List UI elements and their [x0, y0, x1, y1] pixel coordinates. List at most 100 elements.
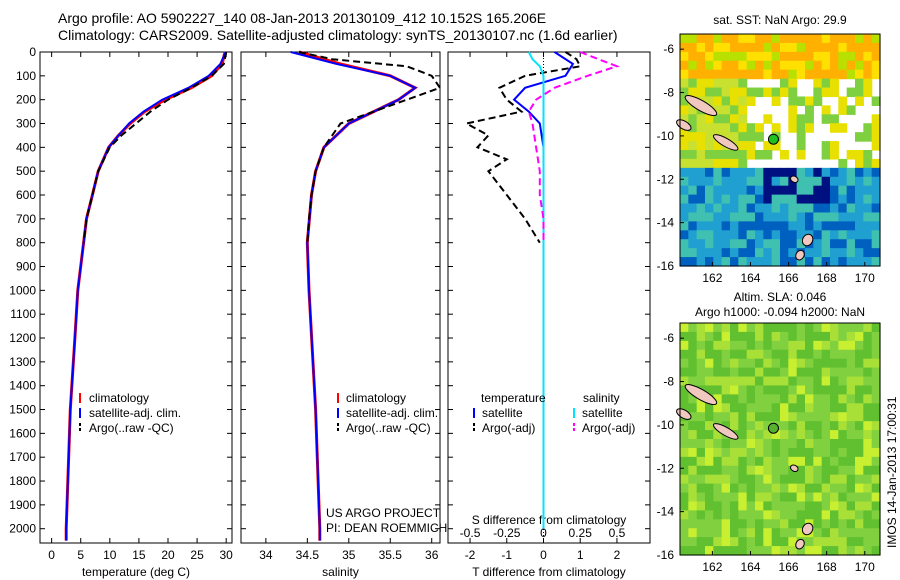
sla-map-cell: [830, 519, 839, 529]
sla-map-cell: [788, 439, 798, 449]
sla-map-cell: [730, 403, 739, 413]
sst-map-cell: [771, 123, 781, 133]
sst-map-cell: [763, 60, 773, 71]
sla-map-cell: [846, 403, 856, 413]
sla-map-cell: [846, 331, 856, 342]
sst-map-cell: [730, 42, 739, 53]
sst-map-cell: [755, 132, 764, 142]
sst-map-cell: [746, 123, 756, 133]
sla-map-cell: [805, 456, 814, 467]
sst-map-cell: [871, 123, 881, 133]
sla-map-cell: [696, 421, 706, 431]
sla-map-cell: [863, 323, 873, 333]
sla-map-cell: [680, 376, 689, 387]
sla-map-cell: [705, 465, 714, 476]
sst-map-cell: [830, 212, 839, 222]
sla-map-cell: [871, 349, 881, 360]
sst-map-cell: [738, 185, 748, 196]
sst-map-cell: [821, 167, 831, 178]
sla-map-cell: [688, 376, 698, 387]
tdiff-xlabel: T difference from climatology: [472, 565, 626, 579]
tdiff-x-tick-label: -2: [465, 548, 476, 562]
sst-map-cell: [863, 60, 873, 71]
sst-map-cell: [788, 51, 798, 62]
sla-map-cell: [838, 510, 848, 520]
sla-map-cell: [763, 349, 773, 360]
sla-map-cell: [830, 528, 839, 538]
sla-map-cell: [863, 519, 873, 529]
sla-map-cell: [738, 546, 748, 556]
sla-map-cell: [763, 340, 773, 351]
sla-map-cell: [713, 528, 723, 538]
sla-map-cell: [871, 358, 881, 369]
sla-map-cells: [680, 323, 881, 556]
sla-map-cell: [680, 385, 689, 395]
sst-map-cell: [813, 248, 823, 258]
sst-map-ytick-label: -6: [663, 42, 674, 56]
temperature-argo-line: [82, 51, 228, 243]
sst-map-cell: [871, 42, 881, 53]
sla-map-cell: [763, 456, 773, 467]
sst-map-cell: [680, 60, 689, 71]
sla-map-cell: [721, 492, 731, 503]
sla-map-cell: [838, 501, 848, 511]
salinity-legend-label: Argo(..raw -QC): [346, 421, 431, 435]
sst-map-cell: [871, 212, 881, 222]
sla-map-cell: [805, 358, 814, 369]
sst-map-cell: [780, 221, 789, 231]
sla-map-cell: [721, 349, 731, 360]
sst-map-cell: [738, 150, 748, 160]
sla-map-cell: [721, 367, 731, 378]
sst-map-cell: [705, 257, 714, 267]
sst-map-cell: [855, 221, 864, 231]
sst-map-cell: [696, 230, 706, 240]
sst-map-cell: [705, 78, 714, 89]
sla-map-cell: [680, 323, 689, 333]
sst-map-cell: [730, 212, 739, 222]
sst-map-cell: [855, 230, 864, 240]
sst-map-cell: [805, 69, 814, 80]
sst-map-cell: [813, 167, 823, 178]
sst-map-cell: [721, 105, 731, 115]
sst-map-cell: [780, 230, 789, 240]
sla-map-cell: [696, 546, 706, 556]
sla-map-cell: [813, 483, 823, 494]
sla-map-cell: [813, 349, 823, 360]
temperature-legend-label: climatology: [89, 391, 149, 405]
sla-map-cell: [755, 349, 764, 360]
sla-map-cell: [730, 510, 739, 520]
sst-map-cell: [746, 230, 756, 240]
sst-map-cell: [796, 185, 806, 196]
sst-map-cell: [696, 123, 706, 133]
sst-map-cell: [780, 69, 789, 80]
sla-map-cell: [771, 358, 781, 369]
sla-map-cell: [780, 412, 789, 422]
sla-map-cell: [788, 501, 798, 511]
sst-map-cell: [680, 141, 689, 151]
sst-map-cell: [721, 248, 731, 258]
sla-map-cell: [796, 394, 806, 404]
sst-map-cell: [705, 221, 714, 231]
sst-map-cell: [846, 150, 856, 160]
sla-map-cell: [705, 447, 714, 458]
sst-map-cell: [796, 60, 806, 71]
sst-map-cell: [796, 203, 806, 214]
sla-map-cell: [780, 492, 789, 503]
sst-map-cell: [680, 185, 689, 196]
sla-map-cell: [755, 447, 764, 458]
sla-map-cell: [821, 439, 831, 449]
sla-map-cell: [771, 519, 781, 529]
sst-map-cell: [705, 34, 714, 44]
sst-map-cell: [771, 257, 781, 267]
sla-map-island: [684, 384, 718, 406]
sst-map-cell: [805, 96, 814, 106]
sst-map-cell: [821, 221, 831, 231]
sst-map-cell: [688, 194, 698, 205]
sst-map-cell: [780, 257, 789, 267]
sst-map-cell: [846, 42, 856, 53]
sla-map-cell: [796, 331, 806, 342]
sla-map-island: [790, 464, 799, 473]
sst-map-cell: [688, 60, 698, 71]
sla-map-cell: [763, 376, 773, 387]
sla-map-cell: [746, 331, 756, 342]
